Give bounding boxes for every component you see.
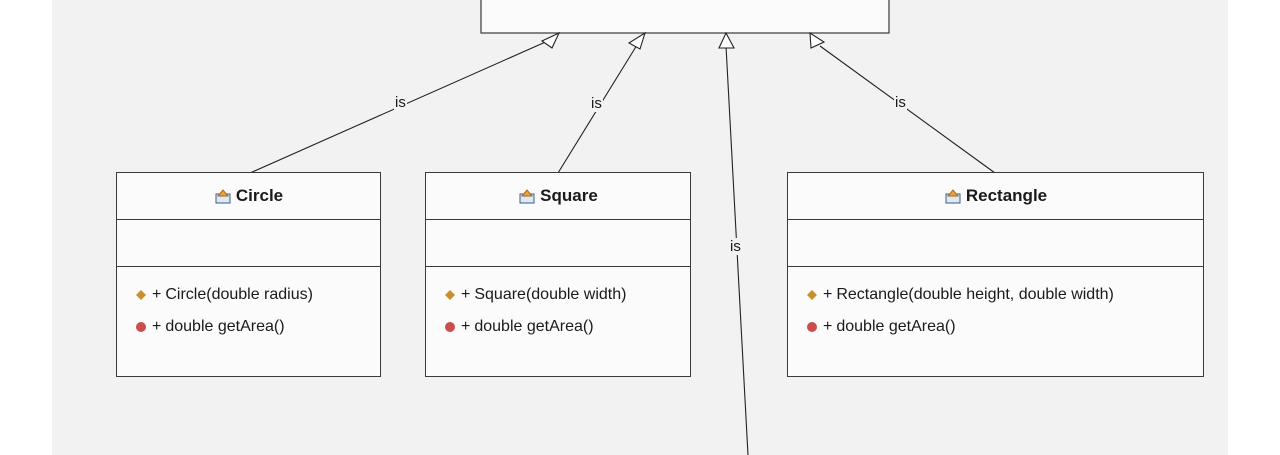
method-icon <box>445 322 455 332</box>
class-name: Square <box>540 186 598 205</box>
constructor-row[interactable]: + Circle(double radius) <box>135 279 380 311</box>
relation-label-square: is <box>590 95 603 112</box>
visibility-marker: + <box>152 286 162 303</box>
visibility-marker: + <box>823 318 833 335</box>
class-name: Rectangle <box>965 186 1048 205</box>
operation-signature: double getArea() <box>165 318 285 335</box>
constructor-icon <box>136 290 146 300</box>
operations-compartment: + Square(double width) + double getArea(… <box>426 267 690 343</box>
relation-label-rectangle: is <box>894 94 907 111</box>
constructor-row[interactable]: + Rectangle(double height, double width) <box>806 279 1203 311</box>
class-icon <box>519 189 535 204</box>
method-row[interactable]: + double getArea() <box>806 311 1203 343</box>
operations-compartment: + Circle(double radius) + double getArea… <box>117 267 380 343</box>
class-header: Rectangle <box>788 173 1203 220</box>
edge-rectangle <box>819 45 996 174</box>
class-icon <box>945 189 961 204</box>
method-row[interactable]: + double getArea() <box>444 311 690 343</box>
method-icon <box>136 322 146 332</box>
class-box-square[interactable]: Square + Square(double width) + double g… <box>425 172 691 377</box>
constructor-row[interactable]: + Square(double width) <box>444 279 690 311</box>
arrowhead-square <box>627 31 646 50</box>
attributes-compartment <box>426 220 690 267</box>
arrowhead-hidden-subclass <box>718 31 735 49</box>
visibility-marker: + <box>461 286 471 303</box>
class-name: Circle <box>235 186 284 205</box>
attributes-compartment <box>117 220 380 267</box>
class-header: Square <box>426 173 690 220</box>
constructor-icon <box>445 290 455 300</box>
class-box-circle[interactable]: Circle + Circle(double radius) + double … <box>116 172 381 377</box>
arrowhead-circle <box>540 31 561 49</box>
visibility-marker: + <box>152 318 162 335</box>
constructor-icon <box>807 290 817 300</box>
superclass-box[interactable] <box>480 0 890 34</box>
operation-signature: Rectangle(double height, double width) <box>836 286 1114 303</box>
operation-signature: double getArea() <box>474 318 594 335</box>
attributes-compartment <box>788 220 1203 267</box>
method-row[interactable]: + double getArea() <box>135 311 380 343</box>
visibility-marker: + <box>823 286 833 303</box>
method-icon <box>807 322 817 332</box>
operation-signature: double getArea() <box>836 318 956 335</box>
class-icon <box>215 189 231 204</box>
visibility-marker: + <box>461 318 471 335</box>
operations-compartment: + Rectangle(double height, double width)… <box>788 267 1203 343</box>
operation-signature: Square(double width) <box>474 286 627 303</box>
relation-label-hidden-subclass: is <box>729 238 742 255</box>
arrowhead-rectangle <box>809 31 826 49</box>
relation-label-circle: is <box>394 94 407 111</box>
class-header: Circle <box>117 173 380 220</box>
class-box-rectangle[interactable]: Rectangle + Rectangle(double height, dou… <box>787 172 1204 377</box>
operation-signature: Circle(double radius) <box>165 286 313 303</box>
